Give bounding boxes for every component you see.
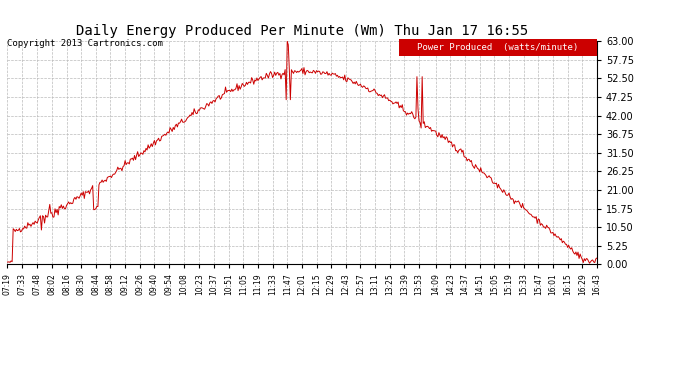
Text: Copyright 2013 Cartronics.com: Copyright 2013 Cartronics.com [7, 39, 163, 48]
Title: Daily Energy Produced Per Minute (Wm) Thu Jan 17 16:55: Daily Energy Produced Per Minute (Wm) Th… [76, 24, 528, 38]
